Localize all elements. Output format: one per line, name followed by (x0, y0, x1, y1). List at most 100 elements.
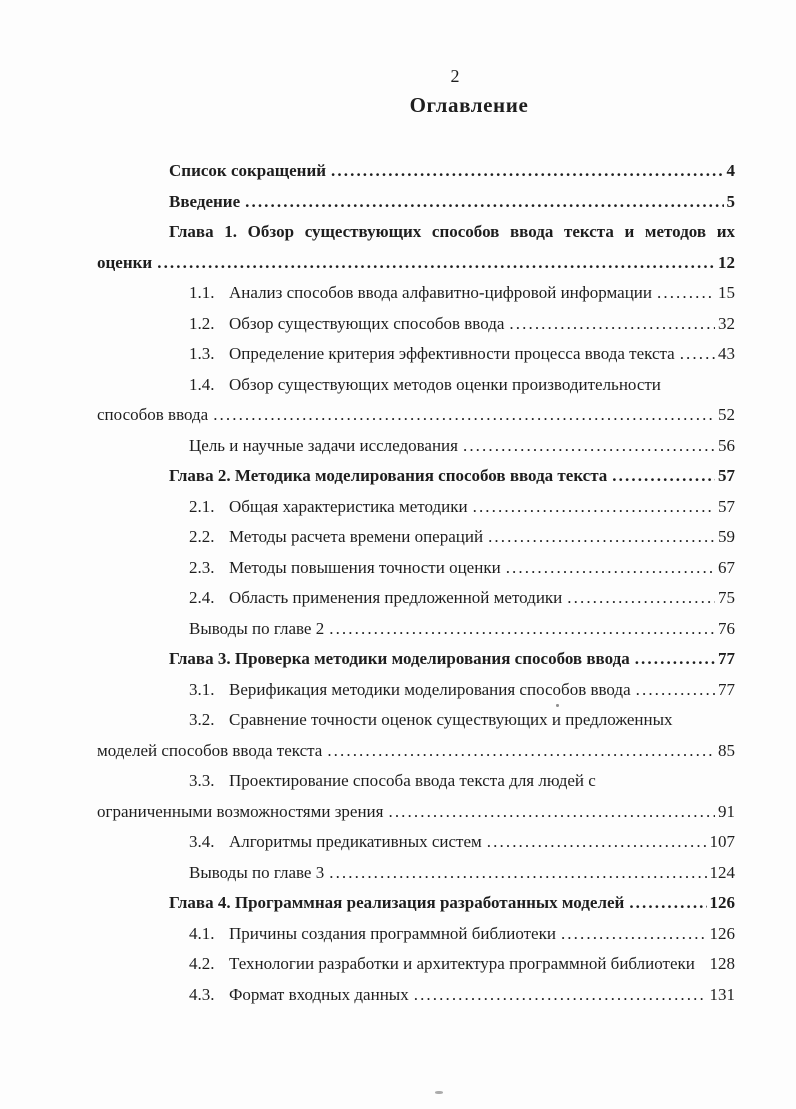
toc-entry-page: 107 (709, 832, 736, 851)
toc-entry: 1.2.Обзор существующих способов ввода 32 (97, 309, 735, 340)
toc-entry-line: Введение 5 (97, 187, 735, 218)
toc-entry-number: 2.3. (189, 557, 215, 577)
toc-entry-title: 2.1. Общая характеристика методики (189, 492, 468, 523)
toc-entry: 4.1. Причины создания программной библиот… (97, 919, 735, 950)
toc-entry-continuation: моделей способов ввода текста (97, 740, 323, 760)
toc-entry-page: 32 (718, 313, 735, 333)
toc-entry-line: 3.4.Алгоритмы предикативных систем 107 (97, 827, 735, 858)
toc-entry: Цель и научные задачи исследования 56 (97, 431, 735, 462)
toc-entry-page: 5 (726, 191, 736, 211)
dot-leader (509, 309, 715, 340)
toc-entry-page: 57 (718, 466, 735, 485)
toc-entry-line: Глава 4. Программная реализация разработ… (97, 888, 735, 919)
toc-entry-title: Глава 3. Проверка методики моделирования… (169, 649, 630, 668)
toc-entry-page: 91 (718, 801, 735, 821)
toc-entry: 4.3.Формат входных данных 131 (97, 980, 735, 1011)
toc-entry-line: Выводы по главе 3 124 (97, 858, 735, 889)
toc-entry-page: 126 (709, 923, 736, 943)
toc-entry-page: 12 (718, 252, 735, 272)
toc-entry: Глава 4. Программная реализация разработ… (97, 888, 735, 919)
toc-list: Список сокращений 4 Введение 5 Глава 1. Обзо… (97, 156, 735, 1010)
dot-leader (561, 919, 707, 950)
toc-entry: Выводы по главе 2 76 (97, 614, 735, 645)
toc-entry-page: 126 (709, 893, 736, 912)
scan-speck (435, 1091, 443, 1094)
toc-entry-line: 3.2. Сравнение точности оценок существующ… (97, 705, 735, 736)
toc-entry-line: Выводы по главе 2 76 (97, 614, 735, 645)
toc-entry: Введение 5 (97, 187, 735, 218)
scan-speck (556, 704, 559, 707)
toc-entry-number: 1.2. (189, 313, 215, 333)
toc-entry-line: 1.2.Обзор существующих способов ввода 32 (97, 309, 735, 340)
toc-entry-number: 2.1. (189, 496, 215, 516)
toc-entry-line: Цель и научные задачи исследования 56 (97, 431, 735, 462)
dot-leader (331, 156, 723, 187)
toc-entry-continuation: оценки (97, 252, 153, 272)
toc-entry-page: 57 (718, 496, 735, 516)
toc-entry-continuation: ограниченными возможностями зрения (97, 801, 384, 821)
toc-entry-line: Глава 3. Проверка методики моделирования… (97, 644, 735, 675)
dot-leader (329, 614, 715, 645)
toc-entry-line: 2.4. Область применения предложенной мето… (97, 583, 735, 614)
dot-leader (157, 248, 715, 279)
toc-entry-title: Список сокращений (169, 161, 327, 180)
toc-entry-title: Глава 2. Методика моделирования способов… (169, 466, 608, 485)
toc-entry-page: 52 (718, 405, 735, 424)
dot-leader (612, 461, 715, 492)
toc-entry-line: Глава 2. Методика моделирования способов… (97, 461, 735, 492)
toc-entry-line: 2.3.Методы повышения точности оценки 67 (97, 553, 735, 584)
toc-entry-title: 1.3. Определение критерия эффективности п… (189, 339, 675, 370)
toc-entry-number: 3.4. (189, 832, 215, 851)
toc-entry-page: 124 (709, 862, 736, 882)
toc-entry-line: 2.1.Общая характеристика методики 57 (97, 492, 735, 523)
toc-entry: 4.2. Технологии разработки и архитектура … (97, 949, 735, 980)
toc-entry-line: 3.1. Верификация методики моделирования с… (97, 675, 735, 706)
toc-entry: 2.4. Область применения предложенной мето… (97, 583, 735, 614)
toc-entry-line: Глава 1. Обзор существующих способов вво… (97, 217, 735, 248)
toc-entry-line: Список сокращений 4 (97, 156, 735, 187)
toc-entry-title: 2.3. Методы повышения точности оценки (189, 553, 501, 584)
toc-entry: 1.1. Анализ способов ввода алфавитно-цифр… (97, 278, 735, 309)
toc-entry: 3.4.Алгоритмы предикативных систем 107 (97, 827, 735, 858)
toc-entry-page: 77 (718, 649, 735, 668)
toc-entry-continuation-line: ограниченными возможностями зрения 91 (97, 797, 735, 828)
dot-leader (327, 736, 715, 767)
toc-entry: 2.2.Методы расчета времени операций 59 (97, 522, 735, 553)
page-title: Оглавление (409, 93, 529, 117)
toc-entry-title: 3.1. Верификация методики моделирования с… (189, 675, 631, 706)
toc-entry: Список сокращений 4 (97, 156, 735, 187)
toc-entry-line: 1.4. Обзор существующих методов оценки пр… (97, 370, 735, 401)
dot-leader (487, 827, 707, 858)
dot-leader (388, 797, 715, 828)
toc-entry-title: 2.4. Область применения предложенной мето… (189, 583, 562, 614)
toc-entry-number: 4.1. (189, 923, 215, 943)
toc-entry: Выводы по главе 3 124 (97, 858, 735, 889)
toc-entry-number: 3.2. (189, 710, 215, 729)
toc-entry-continuation-line: моделей способов ввода текста 85 (97, 736, 735, 767)
toc-entry-number: 2.2. (189, 527, 215, 546)
toc-entry-page: 4 (726, 161, 736, 180)
dot-leader (635, 644, 715, 675)
toc-entry: 2.3.Методы повышения точности оценки 67 (97, 553, 735, 584)
toc-entry-page: 131 (709, 984, 736, 1004)
toc-entry-line: 4.3.Формат входных данных 131 (97, 980, 735, 1011)
toc-entry: 3.1. Верификация методики моделирования с… (97, 675, 735, 706)
dot-leader (567, 583, 715, 614)
dot-leader (680, 339, 715, 370)
toc-entry-number: 3.1. (189, 679, 215, 699)
toc-entry-line: 3.3. Проектирование способа ввода текста … (97, 766, 735, 797)
dot-leader (245, 187, 723, 218)
toc-entry-title: Глава 1. Обзор существующих способов вво… (169, 222, 735, 241)
toc-entry-page: 67 (718, 557, 735, 577)
toc-entry-title: 3.2. Сравнение точности оценок существующ… (189, 710, 673, 729)
dot-leader (506, 553, 715, 584)
toc-entry-title: 4.1. Причины создания программной библиот… (189, 919, 556, 950)
toc-entry-title: Глава 4. Программная реализация разработ… (169, 893, 625, 912)
toc-entry-number: 1.4. (189, 374, 215, 394)
toc-entry-continuation-line: оценки 12 (97, 248, 735, 279)
toc-entry-title: 2.2. Методы расчета времени операций (189, 522, 483, 553)
toc-entry-title: 1.2. Обзор существующих способов ввода (189, 309, 504, 340)
toc-entry-page: 76 (718, 618, 735, 638)
dot-leader (488, 522, 715, 553)
